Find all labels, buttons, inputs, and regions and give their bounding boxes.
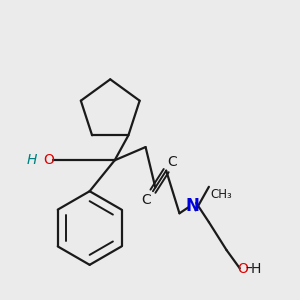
Text: O: O — [43, 153, 54, 167]
Text: N: N — [186, 197, 200, 215]
Text: CH₃: CH₃ — [210, 188, 232, 201]
Text: –: – — [246, 262, 253, 276]
Text: C: C — [142, 193, 152, 207]
Text: C: C — [168, 155, 177, 169]
Text: O: O — [237, 262, 248, 276]
Text: H: H — [251, 262, 261, 276]
Text: H: H — [27, 153, 38, 167]
